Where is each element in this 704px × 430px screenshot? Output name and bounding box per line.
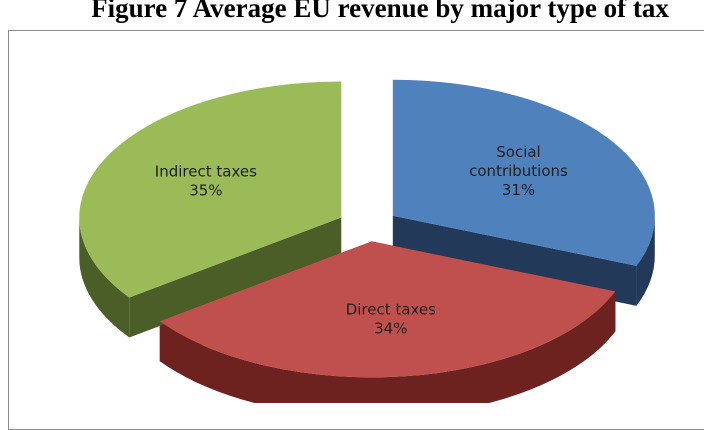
figure: Figure 7 Average EU revenue by major typ… [8, 0, 704, 430]
data-label-pct-social-contributions: 31% [502, 181, 535, 199]
pie-cut-wall-indirect-taxes [129, 217, 342, 338]
data-label-social-contributions: Social [496, 143, 540, 161]
pie-side-wall-direct-taxes [159, 291, 616, 403]
pie-slice-indirect-taxes [79, 81, 342, 298]
data-label-indirect-taxes: Indirect taxes [155, 163, 257, 181]
data-label-direct-taxes: Direct taxes [346, 301, 436, 319]
pie-side-indirect-taxes [79, 217, 342, 338]
data-label-pct-indirect-taxes: 35% [189, 182, 222, 200]
pie-side-wall-social-contributions [636, 215, 655, 306]
data-label-social-contributions: contributions [469, 162, 568, 180]
data-label-pct-direct-taxes: 34% [374, 320, 407, 338]
pie-side-wall-indirect-taxes [79, 217, 130, 338]
pie-slice-direct-taxes [159, 241, 616, 378]
pie-slice-social-contributions [392, 79, 655, 266]
figure-title: Figure 7 Average EU revenue by major typ… [91, 0, 669, 23]
